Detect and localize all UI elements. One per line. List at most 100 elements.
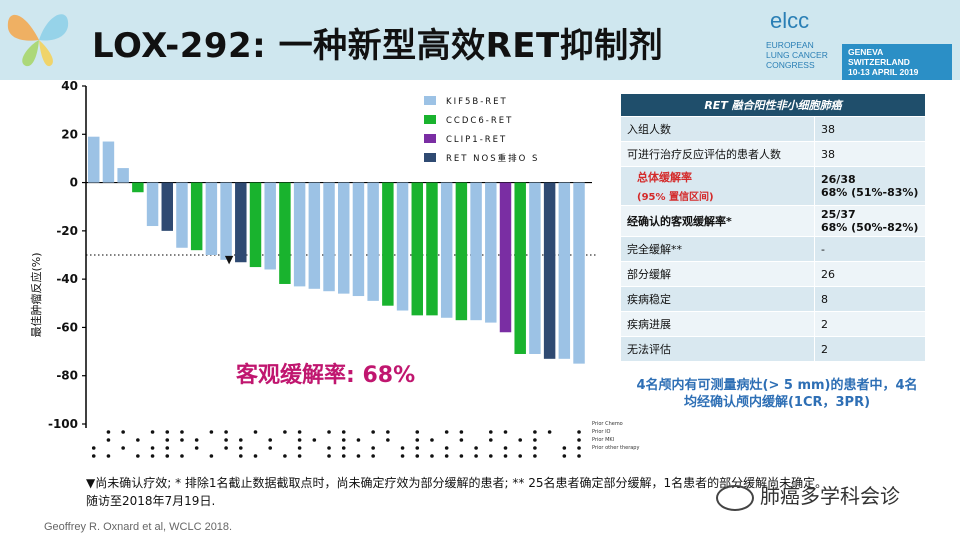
row-value-confirmed: 25/37 68% (50%-82%) — [814, 205, 926, 237]
bar — [382, 182, 394, 306]
prior-therapy-dot — [121, 430, 125, 434]
prior-therapy-dot — [224, 438, 228, 442]
bar — [264, 182, 276, 270]
bar — [190, 182, 203, 251]
y-tick-label: -80 — [56, 369, 78, 383]
prior-therapy-dot — [121, 446, 125, 450]
row-value: 2 — [814, 336, 926, 362]
bar — [293, 182, 306, 287]
unconfirmed-marker: ▼ — [225, 253, 234, 266]
prior-therapy-dot — [444, 454, 449, 458]
prior-therapy-dot — [106, 438, 111, 442]
table-row: 疾病稳定 8 — [620, 286, 926, 312]
prior-therapy-dot — [503, 430, 508, 434]
table-row: 无法评估 2 — [620, 336, 926, 362]
prior-therapy-dot — [356, 438, 361, 442]
y-tick-label: 40 — [61, 79, 78, 93]
prior-therapy-dot — [165, 438, 170, 442]
footnote-line-2: 随访至2018年7月19日. — [86, 494, 216, 508]
row-value: 2 — [814, 311, 926, 337]
bar — [146, 182, 159, 227]
table-header: RET 融合阳性非小细胞肺癌 — [620, 93, 926, 117]
prior-therapy-dot — [341, 438, 346, 442]
y-tick-label: -100 — [48, 417, 78, 431]
prior-therapy-dot — [533, 430, 537, 434]
bar — [161, 182, 173, 231]
logo-line-1: EUROPEAN — [766, 40, 814, 50]
prior-therapy-dot — [297, 430, 302, 434]
legend-label: KIF5B-RET — [446, 97, 508, 107]
row-value: 38 — [814, 116, 926, 142]
prior-therapy-dot — [268, 446, 273, 450]
row-label: 疾病进展 — [620, 311, 815, 337]
prior-therapy-dot — [327, 454, 331, 458]
watermark: 肺癌多学科会诊 — [716, 480, 900, 511]
bar — [558, 182, 571, 359]
prior-therapy-dot — [488, 430, 493, 434]
prior-therapy-dot — [253, 454, 258, 458]
table-header-row: RET 融合阳性非小细胞肺癌 — [620, 93, 926, 117]
table-row: 入组人数 38 — [620, 116, 926, 142]
prior-therapy-dot — [165, 454, 170, 458]
prior-therapy-dot — [562, 454, 567, 458]
bar — [249, 182, 262, 268]
legend-swatch — [424, 115, 436, 124]
prior-therapy-dot — [430, 438, 434, 442]
orr-ci-label: (95% 置信区间) — [637, 192, 714, 203]
bar — [279, 182, 291, 284]
prior-therapy-dot — [253, 430, 258, 434]
butterfly-logo-icon — [7, 14, 69, 67]
prior-therapy-dot — [283, 430, 287, 434]
bar — [102, 141, 115, 183]
logo-line-3: CONGRESS — [766, 60, 815, 70]
intracranial-note: 4名颅内有可测量病灶(> 5 mm)的患者中，4名 均经确认颅内缓解(1CR，3… — [622, 377, 932, 411]
footnote-line-1: ▼尚未确认疗效; * 排除1名截止数据截取点时，尚未确定疗效为部分缓解的患者; … — [86, 476, 828, 490]
bar — [367, 182, 379, 301]
prior-therapy-dot — [136, 454, 140, 458]
bar — [176, 182, 188, 248]
bar — [323, 182, 335, 292]
prior-therapy-dot — [194, 446, 199, 450]
prior-therapy-dot — [577, 438, 581, 442]
row-label: 可进行治疗反应评估的患者人数 — [620, 141, 815, 167]
prior-therapy-dot — [341, 430, 346, 434]
bar — [220, 182, 232, 260]
prior-therapy-dot — [533, 438, 537, 442]
prior-therapy-dot — [474, 446, 478, 450]
prior-therapy-dot — [371, 446, 375, 450]
waterfall-chart: 40 20 0 -20 -40 -60 -80 -100 最佳肿瘤反应(%) ▼ KIF5B-RET… — [29, 79, 639, 458]
bar — [514, 182, 526, 354]
prior-therapy-dot — [238, 446, 243, 450]
intracranial-note-line-1: 4名颅内有可测量病灶(> 5 mm)的患者中，4名 — [636, 378, 918, 393]
citation: Geoffrey R. Oxnard et al, WCLC 2018. — [44, 521, 233, 533]
prior-therapy-dot — [327, 430, 331, 434]
logo-badge-line-2: 10-13 APRIL 2019 — [848, 67, 919, 77]
prior-therapy-dot — [547, 430, 552, 434]
prior-therapy-dot — [488, 438, 493, 442]
row-label-confirmed: 经确认的客观缓解率* — [620, 205, 815, 237]
bar — [396, 182, 409, 311]
row-label: 无法评估 — [620, 336, 815, 362]
intracranial-note-line-2: 均经确认颅内缓解(1CR，3PR) — [683, 395, 871, 410]
bar — [132, 182, 144, 193]
bar — [543, 182, 556, 359]
y-tick-label: 20 — [61, 127, 78, 141]
bar — [88, 136, 100, 183]
elcc-logo: elcc EUROPEAN LUNG CANCER CONGRESS GENEV… — [762, 6, 952, 80]
prior-therapy-dot — [518, 438, 523, 442]
prior-therapy-dot — [180, 454, 184, 458]
bar — [338, 182, 350, 294]
table-row: 总体缓解率 (95% 置信区间) 26/38 68% (51%-83%) — [620, 166, 926, 206]
prior-therapy-dot — [180, 430, 184, 434]
table-row: 疾病进展 2 — [620, 311, 926, 337]
bar — [205, 182, 218, 255]
legend-swatch — [424, 96, 436, 105]
logo-line-2: LUNG CANCER — [766, 50, 828, 60]
prior-therapy-dot — [459, 430, 464, 434]
prior-therapy-dot — [194, 438, 199, 442]
prior-therapy-dot — [400, 454, 405, 458]
prior-therapy-dot — [341, 446, 346, 450]
prior-therapy-dot — [518, 454, 523, 458]
prior-therapy-dot — [577, 454, 581, 458]
table-row: 经确认的客观缓解率* 25/37 68% (50%-82%) — [620, 205, 926, 237]
